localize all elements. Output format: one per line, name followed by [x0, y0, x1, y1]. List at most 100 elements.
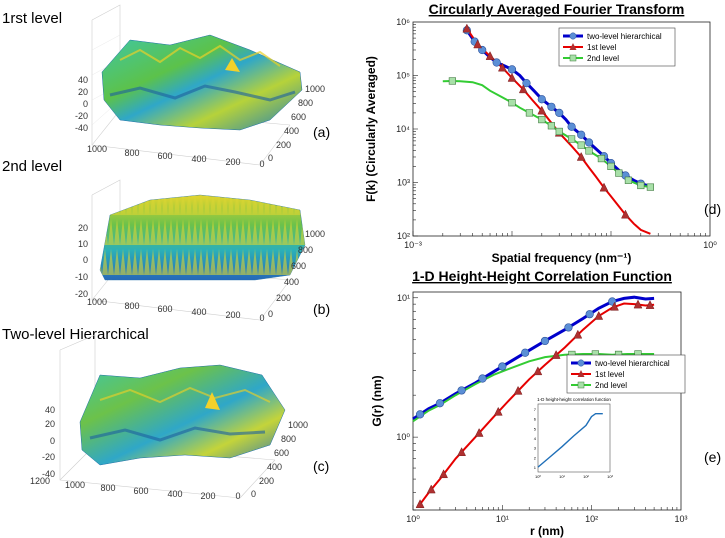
marker-red [513, 385, 523, 395]
marker-blue [415, 410, 425, 419]
marker-green [607, 162, 615, 170]
inset-title: 1-D height-height correlation function [537, 397, 611, 402]
marker-green [577, 141, 585, 149]
inset-y-tick: 2 [534, 455, 537, 460]
marker-blue [585, 310, 594, 319]
z-tick: 20 [78, 223, 88, 233]
y-tick-label: 10⁶ [396, 17, 410, 27]
inset-y-tick: 3 [534, 446, 537, 451]
marker-green [568, 135, 576, 143]
inset-plot-area [537, 403, 611, 473]
legend-entry: 1st level [595, 370, 625, 379]
z-tick: 20 [78, 87, 88, 97]
height-correlation-chart: 1-D Height-Height Correlation Function10… [370, 268, 721, 538]
y-tick-label: 10² [397, 231, 410, 241]
x-tick: 1000 [87, 297, 107, 307]
y-axis-label: G(r) (nm) [370, 375, 384, 426]
marker-green [585, 147, 593, 155]
legend-entry: 1st level [587, 43, 617, 52]
inset-y-tick: 1 [534, 465, 537, 470]
y-tick: 600 [291, 112, 306, 122]
marker-blue [564, 323, 573, 332]
panel-label: (b) [313, 301, 331, 317]
panel-label: (c) [313, 458, 330, 474]
inset-line [537, 412, 603, 468]
marker-green [637, 181, 645, 190]
surface-title: 2nd level [2, 158, 63, 175]
x-axis-label: r (nm) [530, 524, 564, 538]
marker-red [537, 105, 547, 115]
z-tick: 40 [45, 405, 55, 415]
inset-x-tick: 10⁰ [535, 474, 541, 479]
y-tick-label: 10⁰ [396, 432, 410, 442]
marker-green [624, 176, 633, 184]
x-tick: 0 [259, 313, 264, 323]
x-tick: 1200 [30, 476, 50, 486]
legend-marker [577, 381, 585, 389]
inset-y-tick: 5 [534, 426, 537, 431]
x-tick: 600 [157, 151, 172, 161]
z-tick: 40 [78, 75, 88, 85]
x-tick: 200 [200, 491, 215, 500]
z-tick: 20 [45, 419, 55, 429]
marker-red [610, 301, 619, 311]
marker-red [533, 366, 543, 376]
x-tick: 1000 [87, 144, 107, 154]
x-tick: 0 [235, 491, 240, 500]
marker-red [493, 406, 503, 416]
x-tick: 1000 [65, 480, 85, 490]
surface-plot-c: Two-level Hierarchical 40 20 0 -20 -40 [0, 320, 330, 500]
x-tick: 400 [191, 307, 206, 317]
z-tick: 10 [78, 239, 88, 249]
x-tick: 0 [259, 159, 264, 169]
chart-title: Circularly Averaged Fourier Transform [429, 1, 685, 17]
legend-box [566, 354, 686, 394]
x-tick-label: 10² [585, 514, 598, 524]
marker-green [538, 115, 546, 124]
marker-blue [547, 102, 556, 111]
surface-plot-a: 1rst level 40 20 0 [0, 0, 330, 170]
marker-red [573, 329, 583, 339]
surface-c-mesh [79, 364, 286, 466]
marker-red [599, 182, 609, 192]
legend-entry: 2nd level [595, 381, 627, 390]
y-tick: 600 [274, 448, 289, 458]
marker-blue [521, 348, 530, 357]
y-tick: 800 [298, 245, 313, 255]
marker-blue [537, 95, 546, 104]
marker-red [507, 72, 517, 82]
surface-b-canvas: 20 10 0 -10 -20 1000 800 600 400 200 0 1… [75, 179, 325, 323]
panel-label: (a) [313, 124, 331, 140]
marker-green [615, 169, 623, 177]
z-tick: -20 [75, 289, 88, 299]
z-tick: -40 [42, 469, 55, 479]
marker-blue [498, 362, 507, 371]
x-tick: 400 [191, 154, 206, 164]
x-tick-label: 10⁰ [703, 240, 717, 250]
y-axis-label: F(k) (Circularly Averaged) [364, 56, 378, 202]
y-tick: 1000 [305, 229, 325, 239]
z-tick: 0 [83, 99, 88, 109]
marker-green [646, 183, 654, 191]
marker-green [448, 77, 456, 85]
legend-marker [569, 54, 577, 62]
marker-blue [457, 386, 466, 395]
marker-red [426, 484, 436, 494]
x-tick: 600 [133, 486, 148, 496]
y-tick: 0 [251, 489, 256, 499]
y-tick: 800 [298, 98, 313, 108]
y-tick-label: 10⁵ [396, 71, 410, 81]
legend-marker [569, 43, 577, 50]
x-tick-label: 10¹ [496, 514, 509, 524]
marker-blue [577, 130, 586, 139]
surface-c-canvas: 40 20 0 -20 -40 1200 1000 800 600 400 20… [30, 334, 308, 500]
surface-plot-b: 2nd level 20 10 0 -10 -20 [0, 155, 330, 325]
marker-green [508, 99, 516, 107]
marker-blue [555, 108, 564, 117]
marker-blue [567, 122, 576, 131]
y-tick: 600 [291, 261, 306, 271]
x-tick-label: 10⁻³ [404, 240, 422, 250]
x-tick: 200 [225, 310, 240, 320]
marker-red [462, 23, 472, 33]
marker-red [457, 447, 467, 456]
